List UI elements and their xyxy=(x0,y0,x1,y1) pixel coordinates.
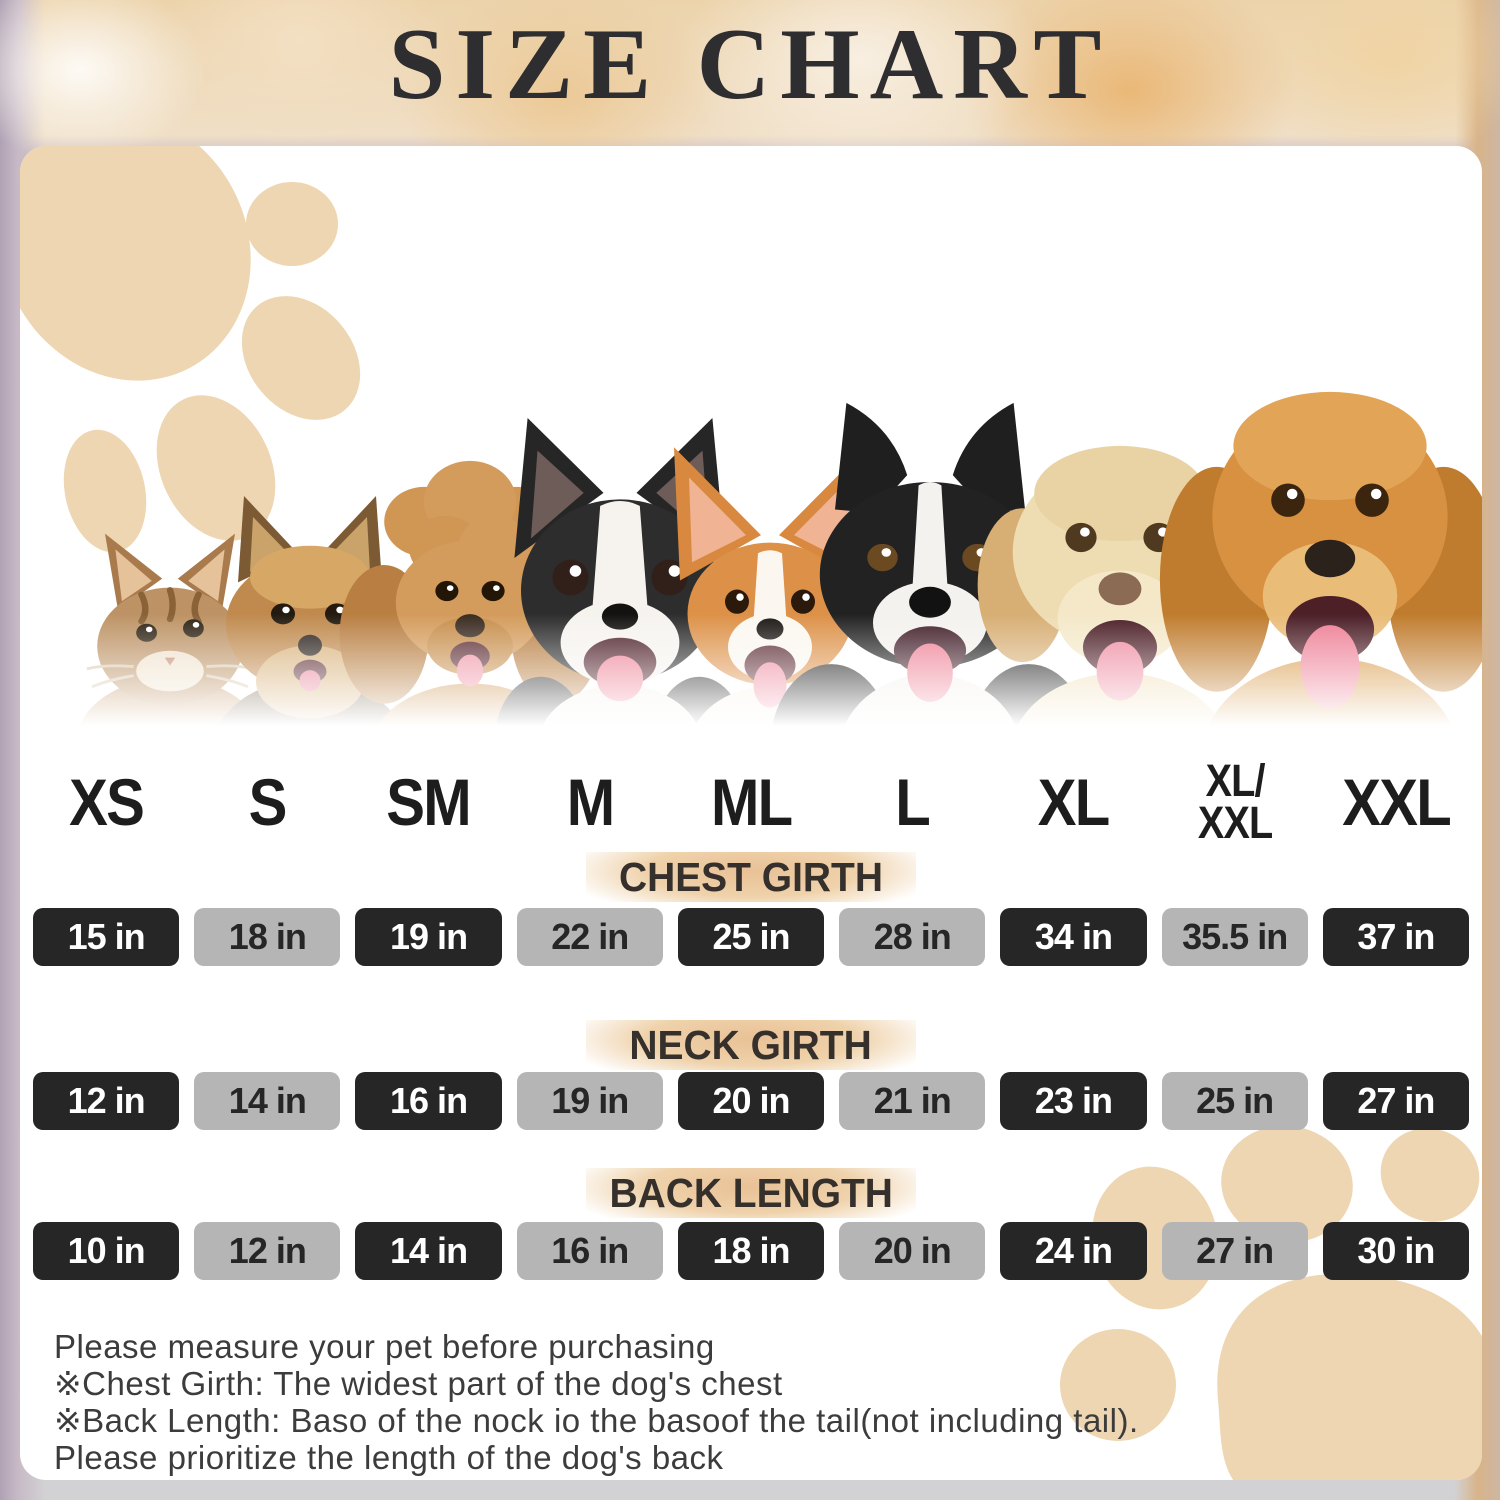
measurement-cell: 34 in xyxy=(1000,908,1147,966)
note-line: Please prioritize the length of the dog'… xyxy=(54,1439,724,1476)
footer-notes: Please measure your pet before purchasin… xyxy=(54,1328,1139,1476)
size-label-xs: XS xyxy=(69,765,145,839)
section-heading-text: BACK LENGTH xyxy=(609,1169,893,1216)
paw-print-icon-top-left xyxy=(20,146,361,553)
measurement-cell: 15 in xyxy=(33,908,180,966)
measurement-cell: 21 in xyxy=(839,1072,986,1130)
size-label-xxl: XXL xyxy=(1342,765,1451,839)
measurement-cell: 18 in xyxy=(677,1222,825,1280)
section-heading-neck-girth: NECK GIRTH xyxy=(586,1020,916,1070)
measurement-cell: 19 in xyxy=(355,908,502,966)
cells-row-back-length: 10 in 12 in 14 in 16 in 18 in 20 in 24 in 27 in… xyxy=(20,1222,1482,1280)
measurement-cell: 23 in xyxy=(1000,1072,1147,1130)
measurement-cell: 35.5 in xyxy=(1161,908,1308,966)
size-label-line: XXL xyxy=(1197,797,1272,848)
section-heading-chest-girth: CHEST GIRTH xyxy=(586,852,916,902)
measurement-cell: 20 in xyxy=(839,1222,986,1280)
measurement-cell: 22 in xyxy=(516,908,663,966)
section-heading-back-length: BACK LENGTH xyxy=(586,1168,916,1218)
size-label-xl: XL xyxy=(1038,765,1110,839)
measurement-cell: 28 in xyxy=(839,908,986,966)
cells-row-chest-girth: 15 in 18 in 19 in 22 in 25 in 28 in 34 in 35.5 … xyxy=(20,908,1482,966)
measurement-cell: 25 in xyxy=(1161,1072,1308,1130)
note-line: Please measure your pet before purchasin… xyxy=(54,1328,715,1365)
content-card: XS S SM M ML L XL XL/XXL XXL CHEST GIRTH 15 in 18 … xyxy=(20,146,1482,1480)
measurement-cell: 20 in xyxy=(677,1072,825,1130)
page-title: SIZE CHART xyxy=(388,8,1112,121)
cells-row-neck-girth: 12 in 14 in 16 in 19 in 20 in 21 in 23 in 25 in… xyxy=(20,1072,1482,1130)
measurement-cell: 37 in xyxy=(1322,908,1469,966)
photo-fade-overlay xyxy=(20,614,1482,754)
measurement-cell: 16 in xyxy=(355,1072,502,1130)
size-label-xl-xxl: XL/XXL xyxy=(1170,755,1299,848)
note-line: ※Back Length: Baso of the nock io the ba… xyxy=(54,1402,1139,1439)
measurement-cell: 19 in xyxy=(516,1072,663,1130)
measurement-cell: 27 in xyxy=(1161,1222,1308,1280)
measurement-cell: 30 in xyxy=(1322,1222,1469,1280)
size-label-l: L xyxy=(895,765,930,839)
size-label-m: M xyxy=(566,765,614,839)
measurement-cell: 16 in xyxy=(516,1222,663,1280)
measurement-cell: 25 in xyxy=(677,908,825,966)
note-line: ※Chest Girth: The widest part of the dog… xyxy=(54,1365,783,1402)
section-heading-text: NECK GIRTH xyxy=(629,1021,873,1068)
measurement-cell: 14 in xyxy=(194,1072,341,1130)
size-labels-row: XS S SM M ML L XL XL/XXL XXL xyxy=(20,746,1482,858)
size-label-s: S xyxy=(248,765,288,839)
section-heading-text: CHEST GIRTH xyxy=(618,853,884,900)
measurement-cell: 18 in xyxy=(194,908,341,966)
measurement-cell: 14 in xyxy=(355,1222,502,1280)
measurement-cell: 24 in xyxy=(1000,1222,1147,1280)
measurement-cell: 27 in xyxy=(1322,1072,1469,1130)
size-label-line: XL/ xyxy=(1205,755,1265,806)
measurement-cell: 10 in xyxy=(33,1222,180,1280)
size-label-sm: SM xyxy=(386,765,472,839)
measurement-cell: 12 in xyxy=(194,1222,341,1280)
measurement-cell: 12 in xyxy=(33,1072,180,1130)
size-label-ml: ML xyxy=(710,765,793,839)
